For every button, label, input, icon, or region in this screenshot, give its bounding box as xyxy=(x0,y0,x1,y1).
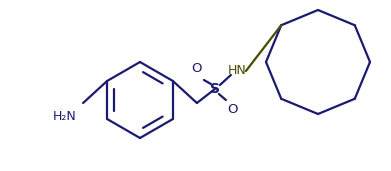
Text: HN: HN xyxy=(228,64,246,77)
Text: H₂N: H₂N xyxy=(53,110,77,123)
Text: O: O xyxy=(192,62,202,76)
Text: S: S xyxy=(210,82,220,96)
Text: O: O xyxy=(228,103,238,116)
